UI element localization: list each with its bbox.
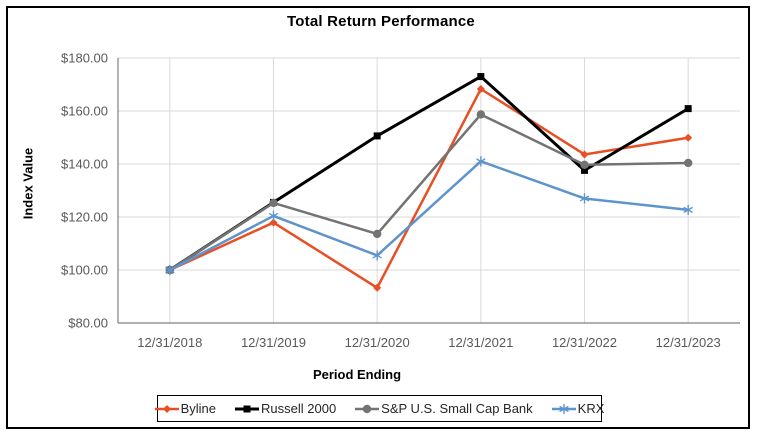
legend-item-s-p-u-s-small-cap-bank: S&P U.S. Small Cap Bank [355,401,533,416]
x-axis-title: Period Ending [312,367,402,382]
y-tick-labels: $180.00 $160.00 $140.00 $120.00 $100.00 $80.0… [61,51,108,331]
series-line-byline [168,87,690,290]
series-markers-krx [165,156,693,276]
legend-item-krx: KRX [551,401,605,416]
legend-label: Byline [180,401,217,416]
legend-marker-krx-icon [551,403,576,414]
legend-label: KRX [577,401,605,416]
x-tick-label: 12/31/2021 [448,335,513,350]
gridlines [118,57,740,323]
series-markers-s-p-u-s-small-cap-bank [165,110,693,275]
axes [117,58,740,324]
chart-title: Total Return Performance [287,13,475,30]
x-tick-label: 12/31/2020 [345,335,410,350]
x-tick-label: 12/31/2022 [552,335,617,350]
legend-item-byline: Byline [154,401,217,416]
legend-item-russell-2000: Russell 2000 [235,401,336,416]
series-byline [165,85,693,292]
y-axis-title: Index Value [20,147,36,220]
legend-marker-s-p-u-s-small-cap-bank-icon [355,404,380,413]
y-tick-label: $180.00 [61,51,108,66]
series-krx [165,156,693,276]
y-tick-label: $100.00 [61,263,108,278]
series-s-p-u-s-small-cap-bank [165,110,693,275]
legend-marker-byline-icon [154,404,179,413]
x-tick-label: 12/31/2018 [137,335,202,350]
legend-marker-russell-2000-icon [235,405,260,412]
series-line-krx [168,160,690,272]
legend-label: Russell 2000 [261,401,337,416]
legend-label: S&P U.S. Small Cap Bank [381,401,533,416]
legend: Byline Russell 2000 S&P U.S. Small Cap Ban… [154,395,605,422]
y-tick-label: $160.00 [61,104,108,119]
x-tick-label: 12/31/2019 [241,335,306,350]
y-tick-label: $120.00 [61,210,108,225]
x-tick-labels: 12/31/2018 12/31/2019 12/31/2020 12/31/2021… [137,335,720,350]
series-line-s-p-u-s-small-cap-bank [168,113,690,272]
x-tick-label: 12/31/2023 [656,335,721,350]
y-tick-label: $80.00 [68,316,108,331]
y-tick-label: $140.00 [61,157,108,172]
